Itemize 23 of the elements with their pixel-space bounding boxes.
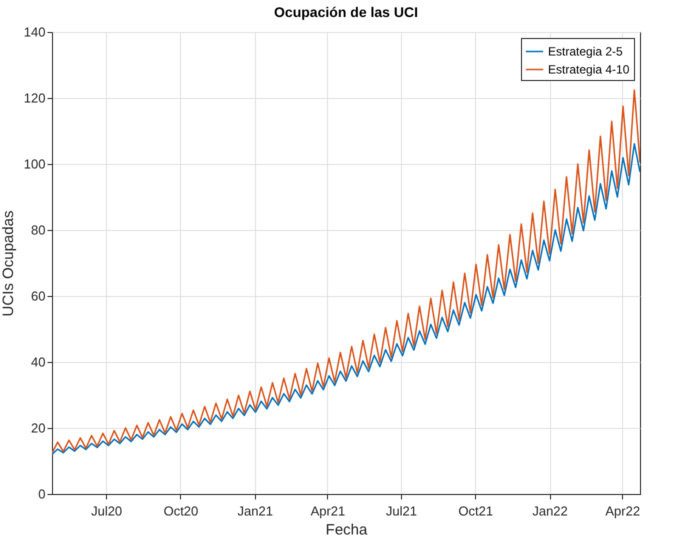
y-axis-title: UCIs Ocupadas	[0, 210, 17, 316]
x-axis-title: Fecha	[326, 522, 368, 538]
y-tick-label: 0	[38, 486, 46, 502]
y-tick-label: 40	[31, 354, 46, 370]
x-tick-label: Jan22	[532, 504, 568, 518]
y-tick-label: 60	[31, 288, 46, 304]
y-tick-label: 140	[24, 24, 46, 40]
x-tick-label: Oct20	[164, 504, 198, 518]
x-tick-label: Apr22	[605, 504, 640, 518]
y-tick-label: 120	[24, 90, 46, 106]
x-tick-label: Oct21	[458, 504, 494, 518]
legend-label: Estrategia 4-10	[548, 62, 630, 76]
x-tick-label: Jul21	[386, 504, 417, 518]
y-tick-label: 100	[24, 156, 46, 172]
line-series	[52, 89, 640, 454]
chart-title: Ocupación de las UCI	[274, 4, 418, 20]
x-tick-label: Jan21	[238, 504, 273, 518]
y-tick-label: 80	[31, 222, 46, 238]
legend-label: Estrategia 2-5	[548, 44, 624, 58]
x-tick-label: Jul20	[91, 504, 122, 518]
line-series	[52, 143, 640, 456]
x-tick-label: Apr21	[310, 504, 346, 518]
y-tick-label: 20	[31, 420, 46, 436]
